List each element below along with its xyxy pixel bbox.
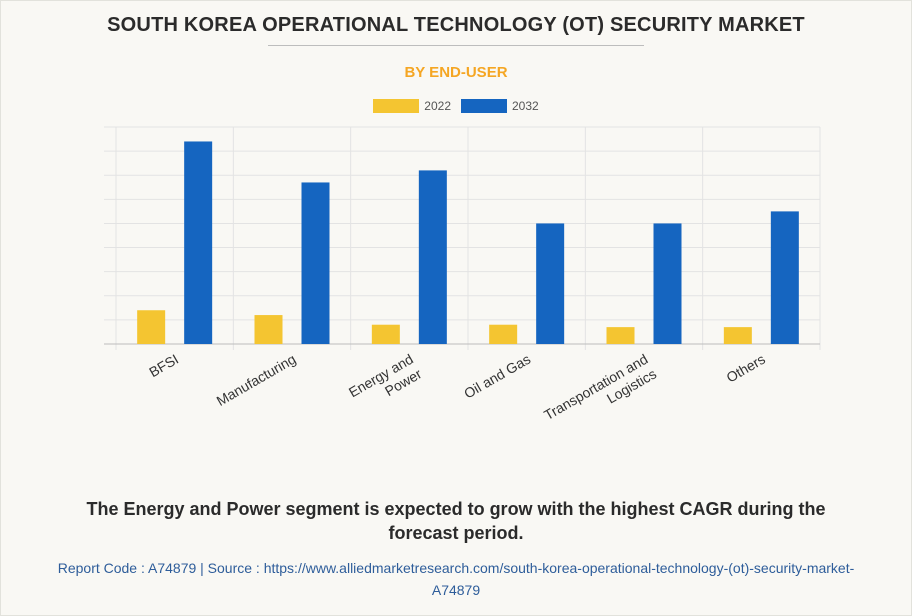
key-finding: The Energy and Power segment is expected…: [0, 497, 912, 545]
legend: 2022 2032: [0, 99, 912, 113]
x-tick-label-5: Others: [723, 351, 767, 386]
key-finding-line-1: The Energy and Power segment is expected…: [86, 499, 826, 519]
legend-label-2022: 2022: [424, 99, 451, 113]
chart-title: SOUTH KOREA OPERATIONAL TECHNOLOGY (OT) …: [107, 14, 805, 36]
bar-2022-3: [489, 324, 518, 344]
bar-2022-5: [723, 327, 752, 344]
key-finding-line-2: forecast period.: [388, 523, 524, 543]
x-tick-label-0: BFSI: [146, 351, 181, 380]
x-tick-label-1: Manufacturing: [214, 351, 299, 409]
bar-2032-1: [301, 182, 330, 344]
bar-2032-4: [653, 223, 682, 344]
chart-subtitle: BY END-USER: [404, 64, 508, 81]
bar-2022-2: [371, 324, 400, 344]
title-divider: [268, 45, 644, 46]
x-tick-label-3: Oil and Gas: [461, 351, 533, 402]
legend-swatch-2032: [461, 99, 507, 113]
legend-swatch-2022: [373, 99, 420, 113]
bar-2032-2: [418, 170, 447, 344]
bar-2032-0: [184, 141, 213, 344]
bar-2032-3: [536, 223, 565, 344]
x-tick-label-4: Transportation andLogistics: [541, 351, 659, 438]
bar-2022-1: [254, 315, 283, 344]
legend-item-2022[interactable]: 2022: [373, 99, 451, 113]
x-tick-label-2: Energy andPower: [346, 351, 425, 416]
source-line-1[interactable]: Report Code : A74879 | Source : https://…: [57, 560, 855, 576]
source-citation: Report Code : A74879 | Source : https://…: [0, 557, 912, 601]
legend-item-2032[interactable]: 2032: [461, 99, 539, 113]
bar-2022-0: [137, 310, 166, 344]
bar-2022-4: [606, 327, 635, 344]
legend-label-2032: 2032: [512, 99, 539, 113]
bar-2032-5: [770, 211, 799, 344]
bar-chart: BFSI Manufacturing Energy andPower Oil and …: [104, 126, 821, 438]
source-line-2[interactable]: A74879: [431, 582, 481, 598]
